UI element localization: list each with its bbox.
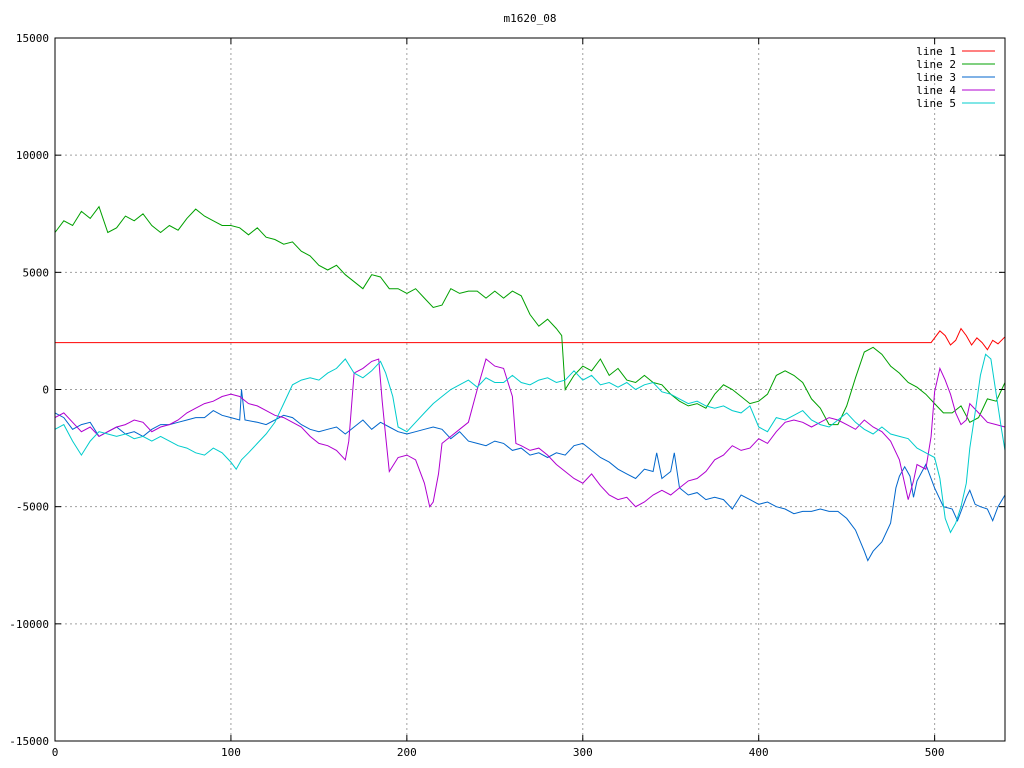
chart-title: m1620_08 [504, 12, 557, 25]
series-line-2 [54, 205, 1006, 426]
legend-item: line 4 [916, 84, 995, 97]
axis-ticks: 0 100 200 300 400 500 -15000 -10000 -5000 0 5000 10… [9, 32, 1005, 759]
legend-item: line 3 [916, 71, 995, 84]
x-tick-label: 300 [573, 746, 593, 759]
series-line-3 [54, 389, 1006, 562]
y-tick-label: -15000 [9, 735, 49, 748]
legend-item: line 1 [916, 45, 995, 58]
legend-label: line 1 [916, 45, 956, 58]
grid [55, 38, 1005, 741]
legend-label: line 5 [916, 97, 956, 110]
legend-item: line 2 [916, 58, 995, 71]
x-tick-label: 200 [397, 746, 417, 759]
x-tick-label: 500 [925, 746, 945, 759]
x-tick-label: 400 [749, 746, 769, 759]
y-tick-label: 10000 [16, 149, 49, 162]
y-tick-label: 0 [42, 384, 49, 397]
series-line-1 [55, 327, 1006, 351]
x-tick-label: 0 [52, 746, 59, 759]
y-tick-label: -10000 [9, 618, 49, 631]
legend-item: line 5 [916, 97, 995, 110]
legend-label: line 2 [916, 58, 956, 71]
y-tick-label: 15000 [16, 32, 49, 45]
series-line-5 [54, 353, 1006, 534]
legend-label: line 4 [916, 84, 956, 97]
series-layer [54, 205, 1006, 562]
y-tick-label: -5000 [16, 501, 49, 514]
y-tick-label: 5000 [23, 266, 50, 279]
x-tick-label: 100 [221, 746, 241, 759]
series-line-4 [54, 358, 1006, 508]
legend-label: line 3 [916, 71, 956, 84]
